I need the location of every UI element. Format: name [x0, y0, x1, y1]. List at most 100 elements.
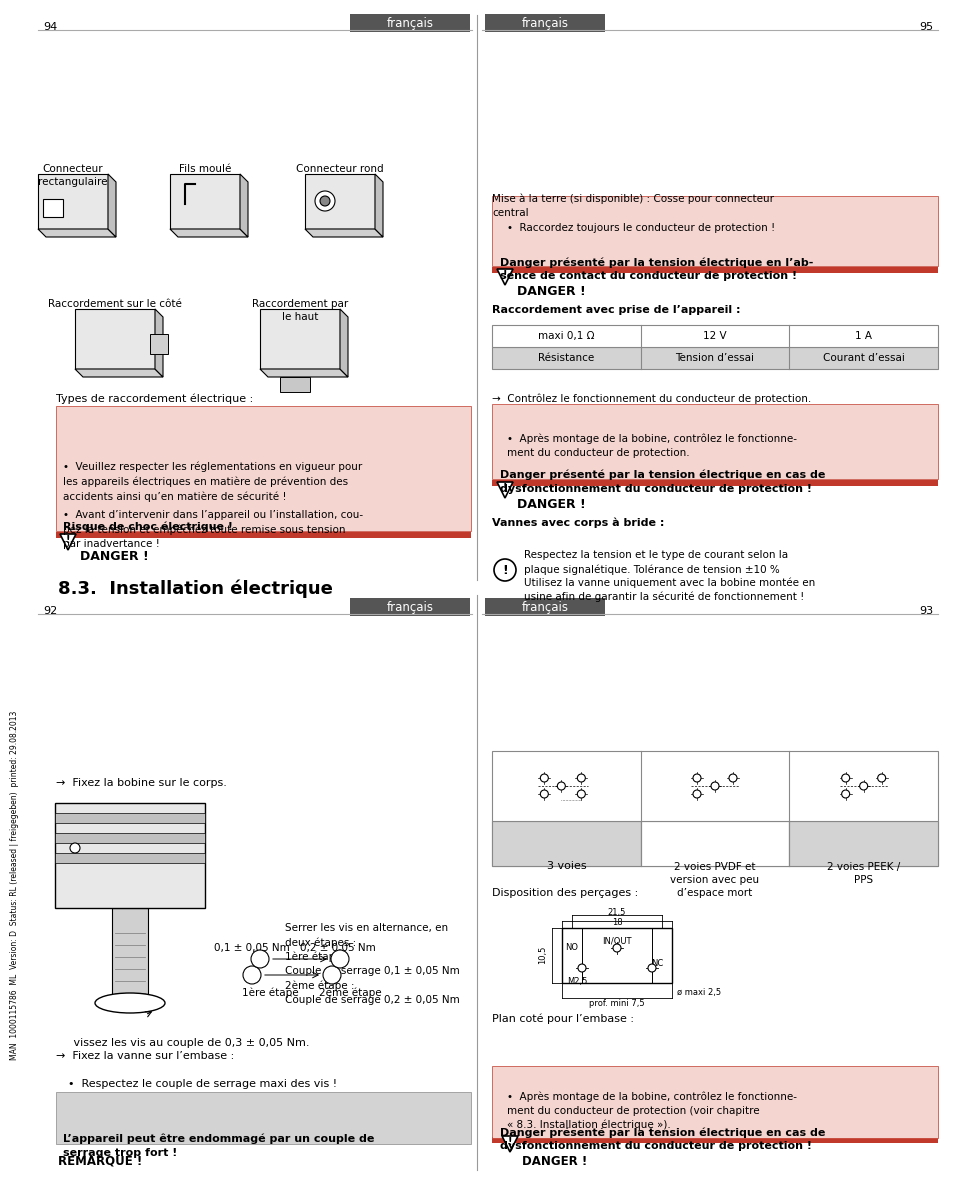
FancyBboxPatch shape [492, 821, 640, 866]
Polygon shape [497, 482, 513, 498]
Text: 93: 93 [918, 606, 932, 616]
Text: Tension d’essai: Tension d’essai [675, 353, 754, 363]
Text: 3 voies: 3 voies [546, 860, 585, 871]
Polygon shape [339, 309, 348, 377]
Circle shape [70, 843, 80, 853]
FancyBboxPatch shape [150, 335, 168, 353]
Text: 2 voies PVDF et
version avec peu
d’espace mort: 2 voies PVDF et version avec peu d’espac… [670, 862, 759, 898]
FancyBboxPatch shape [788, 821, 937, 866]
Text: maxi 0,1 Ω: maxi 0,1 Ω [537, 331, 594, 340]
Circle shape [710, 782, 719, 790]
Polygon shape [497, 269, 513, 285]
Text: 12 V: 12 V [702, 331, 726, 340]
Text: Respectez la tension et le type de courant selon la
plaque signalétique. Toléran: Respectez la tension et le type de coura… [523, 550, 787, 574]
Circle shape [314, 191, 335, 212]
Text: 10,5: 10,5 [537, 946, 546, 965]
Text: Danger présenté par la tension électrique en cas de
dysfonctionnement du conduct: Danger présenté par la tension électriqu… [499, 470, 824, 494]
Text: français: français [521, 17, 568, 30]
Text: •  Après montage de la bobine, contrôlez le fonctionne-
ment du conducteur de pr: • Après montage de la bobine, contrôlez … [506, 434, 796, 459]
FancyBboxPatch shape [484, 598, 604, 616]
Polygon shape [240, 174, 248, 238]
Polygon shape [375, 174, 382, 238]
Text: !: ! [502, 269, 507, 280]
Text: Danger présenté par la tension électrique en cas de
dysfonctionnement du conduct: Danger présenté par la tension électriqu… [499, 1126, 824, 1151]
FancyBboxPatch shape [350, 14, 470, 32]
Text: !: ! [507, 1137, 512, 1147]
FancyBboxPatch shape [484, 14, 604, 32]
Text: français: français [386, 17, 433, 30]
Circle shape [539, 790, 548, 798]
Text: Danger présenté par la tension électrique en l’ab-
sence de contact du conducteu: Danger présenté par la tension électriqu… [499, 256, 813, 280]
Text: •  Veuillez respecter les réglementations en vigueur pour
les appareils électriq: • Veuillez respecter les réglementations… [63, 462, 362, 502]
Circle shape [877, 774, 884, 782]
Text: 8.3.  Installation électrique: 8.3. Installation électrique [58, 580, 333, 598]
Circle shape [859, 782, 867, 790]
FancyBboxPatch shape [170, 174, 240, 229]
Text: vissez les vis au couple de 0,3 ± 0,05 Nm.: vissez les vis au couple de 0,3 ± 0,05 N… [56, 1038, 309, 1048]
Text: français: français [521, 600, 568, 613]
Circle shape [577, 774, 585, 782]
Text: →  Fixez la vanne sur l’embase :: → Fixez la vanne sur l’embase : [56, 1051, 234, 1061]
Text: Mise à la terre (si disponible) : Cosse pour connecteur
central: Mise à la terre (si disponible) : Cosse … [492, 193, 773, 217]
Text: •  Avant d’intervenir dans l’appareil ou l’installation, cou-
pez la tension et : • Avant d’intervenir dans l’appareil ou … [63, 509, 363, 548]
Text: 3: 3 [328, 970, 335, 981]
FancyBboxPatch shape [38, 174, 108, 229]
Polygon shape [75, 369, 163, 377]
Text: Raccordement avec prise de l’appareil :: Raccordement avec prise de l’appareil : [492, 305, 740, 314]
FancyBboxPatch shape [350, 598, 470, 616]
Circle shape [494, 559, 516, 582]
FancyBboxPatch shape [492, 821, 937, 866]
Text: NO: NO [565, 943, 578, 953]
Text: 2 voies PEEK /
PPS: 2 voies PEEK / PPS [826, 862, 900, 885]
Text: 0,1 ± 0,05 Nm: 0,1 ± 0,05 Nm [213, 943, 290, 953]
Text: →  Fixez la bobine sur le corps.: → Fixez la bobine sur le corps. [56, 778, 227, 788]
FancyBboxPatch shape [55, 813, 205, 823]
Text: L’appareil peut être endommagé par un couple de
serrage trop fort !: L’appareil peut être endommagé par un co… [63, 1134, 374, 1157]
Text: 21,5: 21,5 [607, 908, 625, 917]
Text: Utilisez la vanne uniquement avec la bobine montée en
usine afin de garantir la : Utilisez la vanne uniquement avec la bob… [523, 577, 815, 603]
Circle shape [841, 790, 849, 798]
Text: 4: 4 [336, 955, 343, 965]
FancyBboxPatch shape [492, 348, 937, 369]
Text: NC: NC [650, 959, 662, 968]
Circle shape [613, 944, 620, 952]
FancyBboxPatch shape [260, 309, 339, 369]
FancyBboxPatch shape [492, 404, 937, 479]
FancyBboxPatch shape [492, 196, 937, 266]
Circle shape [557, 782, 565, 790]
FancyBboxPatch shape [492, 267, 937, 273]
Text: Serrer les vis en alternance, en
deux étapes :
1ère étape :
Couple de serrage 0,: Serrer les vis en alternance, en deux ét… [285, 923, 459, 1005]
FancyBboxPatch shape [55, 853, 205, 863]
Circle shape [692, 790, 700, 798]
Text: →  Contrôlez le fonctionnement du conducteur de protection.: → Contrôlez le fonctionnement du conduct… [492, 394, 810, 404]
FancyBboxPatch shape [492, 1066, 937, 1138]
Text: DANGER !: DANGER ! [521, 1155, 587, 1168]
Text: Vannes avec corps à bride :: Vannes avec corps à bride : [492, 518, 663, 528]
Text: 92: 92 [43, 606, 57, 616]
Text: Raccordement sur le côté: Raccordement sur le côté [48, 299, 182, 309]
FancyBboxPatch shape [112, 908, 148, 1004]
Polygon shape [60, 534, 76, 550]
Text: Disposition des perçages :: Disposition des perçages : [492, 888, 638, 898]
FancyBboxPatch shape [56, 405, 471, 531]
Text: 2: 2 [256, 955, 263, 965]
Text: 1ère étape: 1ère étape [241, 987, 298, 998]
Text: 18: 18 [611, 918, 621, 927]
Text: M2,5: M2,5 [566, 978, 587, 986]
Circle shape [647, 965, 656, 972]
Circle shape [539, 774, 548, 782]
Polygon shape [170, 229, 248, 238]
Text: 94: 94 [43, 22, 57, 32]
FancyBboxPatch shape [492, 1137, 937, 1143]
FancyBboxPatch shape [55, 833, 205, 843]
Text: !: ! [66, 535, 71, 545]
FancyBboxPatch shape [492, 325, 937, 348]
Text: Raccordement par
le haut: Raccordement par le haut [252, 299, 348, 323]
Circle shape [243, 966, 261, 983]
Text: DANGER !: DANGER ! [517, 285, 585, 298]
Text: IN/OUT: IN/OUT [601, 936, 631, 946]
Circle shape [331, 950, 349, 968]
Text: •  Après montage de la bobine, contrôlez le fonctionne-
ment du conducteur de pr: • Après montage de la bobine, contrôlez … [506, 1091, 796, 1130]
FancyBboxPatch shape [43, 199, 63, 217]
FancyBboxPatch shape [55, 803, 205, 908]
